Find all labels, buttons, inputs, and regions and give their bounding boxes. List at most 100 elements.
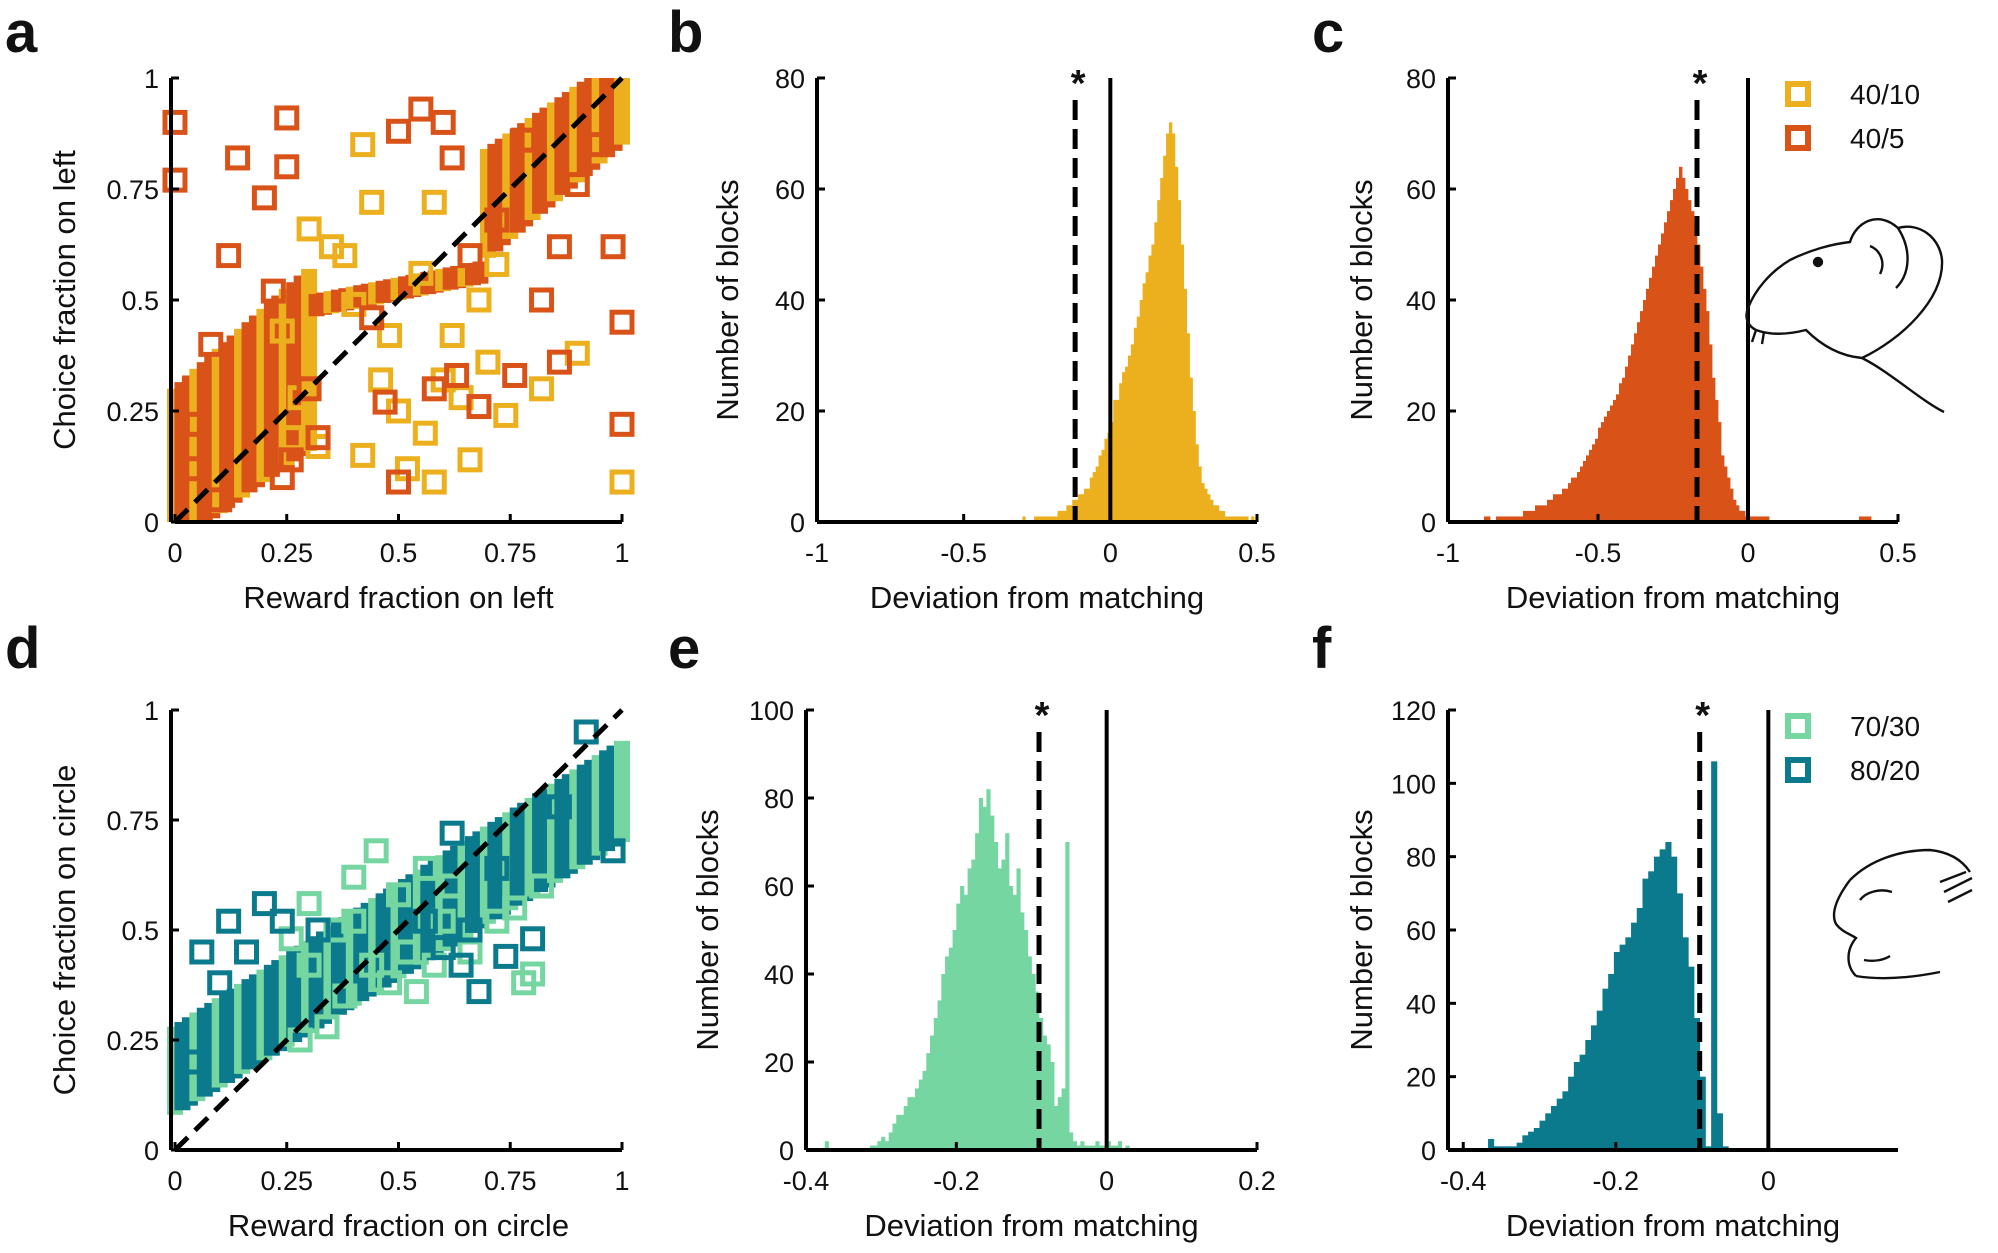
bar-f-28: [1608, 974, 1615, 1150]
ytick-label-f-1: 20: [1406, 1063, 1436, 1093]
ytick-label-d-4: 1: [144, 696, 159, 726]
scatter-point-a-0-14: [350, 132, 376, 158]
bar-e-42: [963, 894, 969, 1150]
bar-c-102: [1754, 516, 1758, 522]
bar-c-95: [1733, 499, 1737, 522]
bar-f-23: [1579, 1054, 1586, 1150]
bar-c-32: [1544, 505, 1548, 522]
scatter-point-d-0-15: [484, 908, 510, 934]
bar-c-47: [1589, 449, 1593, 522]
bar-b-131: [1201, 483, 1205, 522]
significance-star-e: *: [1035, 695, 1050, 737]
bar-b-129: [1195, 444, 1199, 522]
scatter-point-a-1-29: [457, 243, 483, 269]
bar-c-139: [1865, 516, 1869, 522]
bar-b-112: [1145, 272, 1149, 522]
scatter-point-d-1-9: [448, 952, 474, 978]
bar-c-103: [1757, 516, 1761, 522]
bar-f-21: [1568, 1076, 1575, 1150]
bar-c-26: [1526, 510, 1530, 522]
bar-c-18: [1502, 516, 1506, 522]
xtick-label-c-1: -0.5: [1575, 538, 1622, 568]
bar-b-115: [1154, 222, 1158, 523]
xtick-label-a-2: 0.5: [380, 538, 418, 568]
scatter-point-a-0-23: [484, 251, 510, 277]
bar-c-105: [1763, 516, 1767, 522]
bar-e-74: [1084, 1145, 1089, 1150]
bar-c-137: [1859, 516, 1863, 522]
bar-b-78: [1045, 516, 1050, 522]
bar-b-144: [1239, 516, 1243, 522]
bar-e-57: [1020, 912, 1025, 1150]
scatter-point-a-0-13: [466, 287, 492, 313]
bar-e-48: [986, 789, 991, 1150]
xlabel-b: Deviation from matching: [870, 580, 1204, 615]
bar-e-41: [960, 886, 965, 1150]
bar-b-140: [1227, 516, 1231, 522]
bar-e-82: [1114, 1145, 1119, 1150]
bar-c-64: [1640, 311, 1644, 522]
bar-b-113: [1148, 255, 1152, 522]
bar-c-83: [1697, 244, 1701, 522]
significance-star-c: *: [1693, 63, 1708, 105]
bar-b-116: [1157, 200, 1161, 522]
bar-e-68: [1061, 1088, 1066, 1150]
bar-e-43: [967, 868, 972, 1150]
bar-f-47: [1716, 1113, 1723, 1150]
scatter-point-a-0-3: [412, 420, 438, 446]
bar-c-39: [1565, 488, 1569, 522]
bar-b-111: [1142, 283, 1146, 522]
bar-e-26: [903, 1106, 908, 1150]
panel-f-letter: f: [1312, 616, 1332, 681]
bar-e-21: [884, 1141, 890, 1150]
bar-c-28: [1532, 510, 1536, 522]
bar-b-118: [1163, 155, 1167, 522]
bar-b-95: [1095, 466, 1099, 522]
bar-e-37: [945, 956, 950, 1150]
ytick-label-b-3: 60: [775, 175, 805, 205]
ytick-label-e-2: 40: [764, 960, 794, 990]
scatter-point-d-1-13: [180, 1049, 206, 1075]
bar-b-79: [1048, 516, 1053, 522]
bar-b-89: [1078, 494, 1082, 522]
bar-c-89: [1715, 399, 1719, 522]
scatter-point-a-1-5: [274, 154, 300, 180]
bar-b-146: [1245, 516, 1249, 522]
bar-f-14: [1528, 1131, 1535, 1150]
ylabel-e: Number of blocks: [690, 809, 725, 1050]
scatter-point-a-1-0: [162, 109, 188, 135]
bar-e-25: [899, 1114, 905, 1150]
bar-c-24: [1520, 516, 1524, 522]
bar-f-43: [1693, 1018, 1701, 1150]
scatter-point-a-0-12: [493, 402, 519, 428]
legend-swatch-f-0: [1785, 713, 1811, 739]
scatter-point-a-1-13: [372, 389, 398, 415]
bar-b-127: [1189, 377, 1193, 522]
bar-f-37: [1659, 849, 1666, 1150]
bar-f-24: [1585, 1040, 1592, 1150]
bar-f-31: [1625, 937, 1632, 1150]
bar-f-18: [1550, 1106, 1558, 1150]
bar-e-39: [952, 930, 957, 1150]
bar-c-29: [1535, 505, 1539, 522]
ytick-label-b-0: 0: [790, 508, 805, 538]
bar-f-32: [1631, 922, 1638, 1150]
scatter-point-a-1-26: [484, 207, 510, 233]
scatter-point-a-1-17: [466, 394, 492, 420]
bar-c-21: [1511, 516, 1515, 522]
bar-b-130: [1198, 466, 1202, 522]
bar-e-81: [1110, 1145, 1115, 1150]
bar-e-20: [881, 1136, 886, 1150]
bar-f-35: [1648, 871, 1655, 1150]
ylabel-d: Choice fraction on circle: [47, 765, 82, 1096]
bar-c-35: [1553, 494, 1557, 522]
bar-c-53: [1607, 411, 1611, 522]
bar-b-143: [1236, 516, 1240, 522]
bar-f-19: [1556, 1098, 1563, 1150]
bar-f-22: [1573, 1062, 1580, 1150]
xlabel-e: Deviation from matching: [864, 1208, 1198, 1243]
bar-e-53: [1005, 833, 1010, 1150]
xtick-label-d-2: 0.5: [380, 1166, 418, 1196]
bar-c-68: [1652, 266, 1656, 522]
scatter-point-d-1-7: [493, 943, 519, 969]
